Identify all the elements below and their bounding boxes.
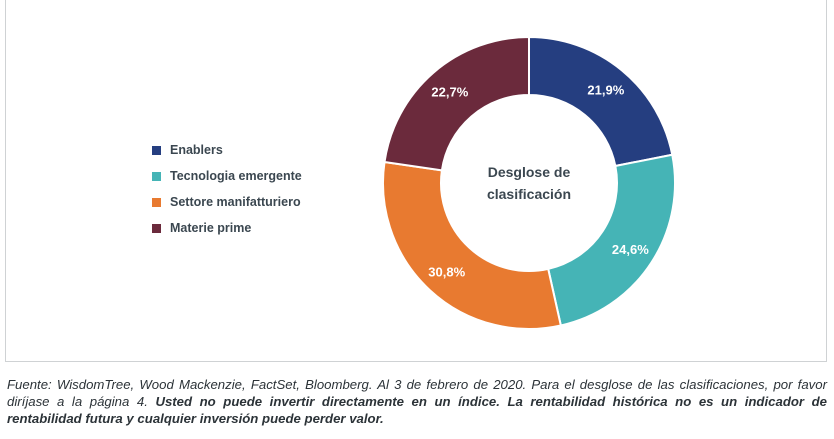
legend-swatch bbox=[152, 145, 161, 155]
donut-slice bbox=[547, 153, 676, 327]
legend-label: Enablers bbox=[170, 143, 223, 157]
legend-item: Materie prime bbox=[152, 215, 302, 241]
donut-slice bbox=[382, 160, 563, 330]
data-label: 22,7% bbox=[431, 84, 468, 99]
donut-slice bbox=[383, 35, 530, 172]
data-label: 24,6% bbox=[612, 242, 649, 257]
chart-legend: Enablers Tecnologia emergente Settore mani… bbox=[152, 137, 302, 241]
footnote-disclaimer: Usted no puede invertir directamente en … bbox=[7, 394, 827, 426]
legend-swatch bbox=[152, 171, 161, 181]
data-label: 21,9% bbox=[587, 83, 624, 98]
legend-item: Enablers bbox=[152, 137, 302, 163]
donut-chart: 21,9% 24,6% 30,8% 22,7% Desglose de clasifica… bbox=[382, 35, 676, 330]
legend-item: Tecnologia emergente bbox=[152, 163, 302, 189]
legend-swatch bbox=[152, 223, 161, 233]
chart-frame bbox=[5, 0, 827, 362]
legend-item: Settore manifatturiero bbox=[152, 189, 302, 215]
legend-swatch bbox=[152, 197, 161, 207]
legend-label: Tecnologia emergente bbox=[170, 169, 302, 183]
center-label: clasificación bbox=[487, 186, 571, 202]
donut-slice bbox=[528, 35, 674, 168]
footnote-source: Fuente: WisdomTree, Wood Mackenzie, Fact… bbox=[7, 377, 827, 409]
legend-label: Settore manifatturiero bbox=[170, 195, 301, 209]
legend-label: Materie prime bbox=[170, 221, 252, 235]
center-label: Desglose de bbox=[488, 164, 571, 180]
data-label: 30,8% bbox=[428, 265, 465, 280]
footnote: Fuente: WisdomTree, Wood Mackenzie, Fact… bbox=[7, 376, 827, 427]
